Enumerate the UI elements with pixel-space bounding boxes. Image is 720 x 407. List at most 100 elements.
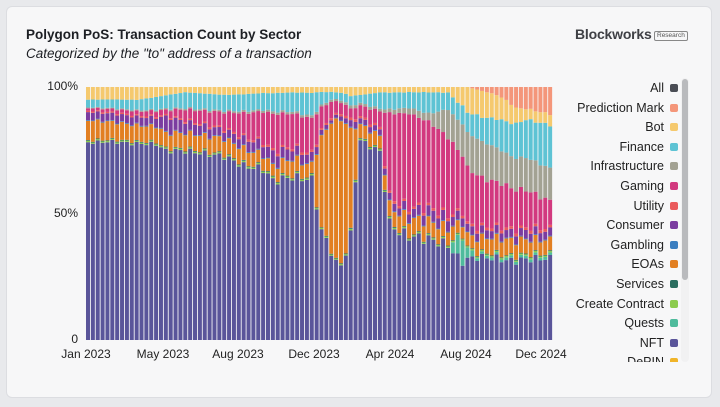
bar-segment-services [338,263,343,265]
bar-segment-finance [353,95,358,106]
bar-segment-gambling [300,164,305,166]
bar-segment-finance [124,99,129,110]
bar-segment-services [188,146,193,148]
legend-item-prediction-mark[interactable]: Prediction Mark [577,100,678,116]
bar-segment-consumer [426,205,431,216]
legend-item-eoas[interactable]: EOAs [631,256,678,272]
bar-segment-services [329,253,334,255]
legend-item-create-contract[interactable]: Create Contract [576,296,678,312]
bar-segment-finance [100,99,105,109]
bar-segment-gambling [387,199,392,201]
bar-segment-infrastructure [314,111,319,115]
bar-segment-consumer [338,116,343,121]
bar-segment-services [475,256,480,257]
bar-segment-create-contract [178,148,183,151]
legend-item-bot[interactable]: Bot [645,119,678,135]
bar-segment-finance [514,122,519,159]
bar-segment-prediction-mark [470,87,475,89]
legend-item-finance[interactable]: Finance [620,139,678,155]
bar-segment-utility [338,114,343,117]
legend-item-gaming[interactable]: Gaming [620,178,678,194]
bar-segment-quests [494,252,499,255]
bar-segment-finance [528,119,533,160]
bar-segment-create-contract [377,149,382,151]
legend-item-quests[interactable]: Quests [624,315,678,331]
bar-segment-quests [470,250,475,257]
bar-segment-services [309,173,314,174]
bar-segment-consumer [343,118,348,123]
bar-segment-create-contract [217,152,222,154]
legend-swatch [670,142,678,151]
bar-segment-utility [460,215,465,219]
bar-segment-consumer [270,150,275,163]
legend-swatch [670,338,678,347]
bar-segment-gaming [416,117,421,203]
bar-segment-nft [95,140,100,340]
bar-segment-finance [270,93,275,112]
bar-segment-gambling [348,126,353,128]
bar-segment-utility [290,149,295,152]
bar-segment-create-contract [445,246,450,248]
bar-segment-gaming [134,110,139,115]
bar-segment-nft [256,164,261,340]
bar-segment-nft [538,260,543,340]
bar-segment-gaming [149,110,154,115]
bar-segment-infrastructure [397,108,402,113]
bar-segment-create-contract [183,152,188,154]
bar-segment-nft [158,147,163,340]
bar-segment-create-contract [470,249,475,251]
bar-segment-finance [222,94,227,112]
bar-segment-eoas [95,119,100,139]
legend-item-depin[interactable]: DePIN [627,354,678,362]
bar-segment-bot [158,87,163,97]
bar-segment-utility [538,230,543,234]
legend-scrollbar-thumb[interactable] [682,79,688,280]
bar-segment-gambling [231,142,236,144]
bar-segment-finance [183,92,188,110]
legend-swatch [670,123,678,132]
bar-segment-gaming [543,197,548,230]
bar-segment-gaming [484,182,489,228]
bar-segment-consumer [470,226,475,235]
bar-segment-gaming [528,192,533,231]
bar-segment-finance [338,92,343,101]
bar-segment-finance [217,94,222,110]
bar-segment-gambling [120,121,125,122]
bar-segment-gaming [407,114,412,212]
bar-segment-utility [407,211,412,215]
bar-segment-finance [290,92,295,112]
legend-label: Bot [645,120,664,135]
x-tick-label: Jan 2023 [61,347,111,361]
bar-segment-gambling [533,234,538,235]
bar-segment-consumer [158,116,163,128]
bar-segment-create-contract [275,183,280,185]
bar-segment-utility [144,116,149,119]
bar-segment-consumer [436,218,441,229]
bar-segment-gambling [397,215,402,217]
bar-segment-finance [129,99,134,111]
bar-segment-eoas [231,143,236,159]
bar-segment-consumer [509,228,514,237]
legend-item-services[interactable]: Services [616,276,678,292]
bar-segment-nft [441,238,446,340]
bar-segment-gambling [368,132,373,134]
bar-segment-infrastructure [304,114,309,117]
bar-segment-finance [295,92,300,112]
bar-segment-consumer [353,121,358,129]
bar-segment-utility [188,118,193,121]
legend-item-all[interactable]: All [650,80,678,96]
legend-item-consumer[interactable]: Consumer [606,217,678,233]
bar-segment-gaming [392,114,397,202]
x-tick-label: Apr 2024 [365,347,415,361]
legend-item-utility[interactable]: Utility [633,198,678,214]
legend-item-nft[interactable]: NFT [640,335,678,351]
bar-segment-services [460,238,465,240]
bar-segment-bot [387,87,392,93]
bar-segment-gambling [543,239,548,241]
bar-segment-bot [149,87,154,98]
legend-item-gambling[interactable]: Gambling [611,237,678,253]
bar-segment-consumer [105,113,110,121]
bar-segment-quests [465,247,470,258]
bar-segment-finance [105,99,110,108]
legend-item-infrastructure[interactable]: Infrastructure [590,158,678,174]
